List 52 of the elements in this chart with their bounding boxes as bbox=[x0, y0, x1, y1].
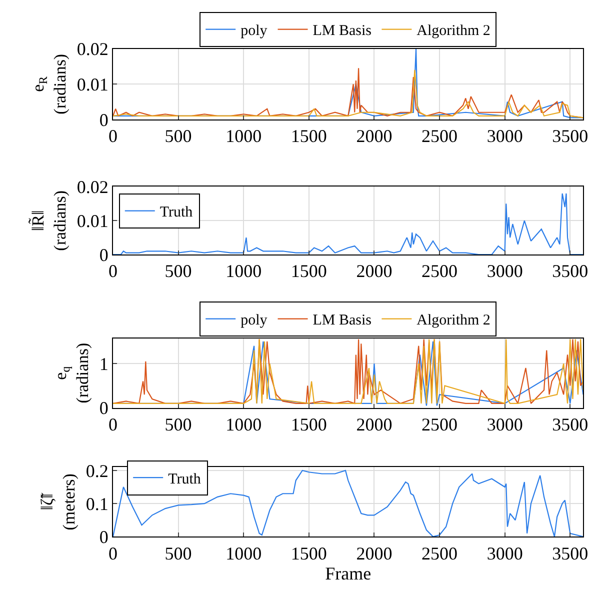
x-tick-label: 3000 bbox=[486, 126, 523, 146]
x-tick-label: 2000 bbox=[356, 261, 392, 282]
x-tick-label: 2500 bbox=[422, 261, 458, 282]
line-series bbox=[113, 192, 584, 255]
legend-label: Truth bbox=[168, 471, 202, 488]
legend-label: Algorithm 2 bbox=[416, 23, 490, 40]
x-tick-label: 3500 bbox=[552, 543, 588, 564]
y-tick-label: 0.01 bbox=[76, 210, 108, 231]
x-tick-label: 1000 bbox=[226, 414, 262, 434]
x-tick-label: 1000 bbox=[226, 261, 262, 282]
y-axis-title: ‖ζ̃‖ (meters) bbox=[37, 474, 78, 530]
x-tick-label: 500 bbox=[164, 543, 192, 564]
x-tick-label: 3000 bbox=[486, 543, 523, 564]
y-tick-label: 0.02 bbox=[76, 177, 108, 197]
x-tick-label: 1500 bbox=[290, 126, 327, 146]
y-tick-label: 0.1 bbox=[86, 494, 108, 514]
y-tick-label: 1 bbox=[99, 354, 108, 374]
x-tick-label: 3000 bbox=[486, 414, 523, 434]
x-tick-label: 1000 bbox=[226, 543, 262, 564]
legend-label: LM Basis bbox=[312, 23, 372, 40]
x-tick-label: 500 bbox=[164, 126, 192, 146]
x-tick-label: 2000 bbox=[356, 543, 392, 564]
legend-label: LM Basis bbox=[312, 312, 372, 329]
y-tick-label: 0.01 bbox=[76, 74, 108, 94]
x-axis-title: Frame bbox=[325, 563, 372, 584]
x-tick-label: 1500 bbox=[290, 543, 327, 564]
x-tick-label: 1500 bbox=[290, 414, 327, 434]
y-tick-label: 0.02 bbox=[76, 39, 108, 60]
x-tick-label: 500 bbox=[164, 261, 192, 282]
y-tick-label: 0.2 bbox=[86, 460, 108, 481]
y-tick-label: 0 bbox=[99, 398, 108, 418]
legend-label: Truth bbox=[160, 204, 194, 221]
x-tick-label: 2000 bbox=[356, 126, 392, 146]
y-tick-label: 0 bbox=[99, 526, 108, 547]
x-tick-label: 2500 bbox=[422, 126, 458, 146]
x-tick-label: 2000 bbox=[356, 414, 392, 434]
x-tick-label: 3000 bbox=[486, 261, 523, 282]
x-tick-label: 1500 bbox=[290, 261, 327, 282]
y-tick-label: 0 bbox=[99, 244, 108, 265]
x-tick-label: 3500 bbox=[552, 126, 588, 146]
x-tick-label: 2500 bbox=[422, 543, 458, 564]
x-tick-label: 3500 bbox=[552, 261, 588, 282]
y-axis-title: ‖R̃‖ (radians) bbox=[28, 190, 70, 251]
x-tick-label: 1000 bbox=[226, 126, 262, 146]
y-tick-label: 0 bbox=[99, 110, 108, 130]
legend-label: poly bbox=[240, 312, 268, 329]
x-tick-label: 2500 bbox=[422, 414, 458, 434]
legend-label: Algorithm 2 bbox=[416, 312, 490, 329]
x-tick-label: 500 bbox=[164, 414, 192, 434]
line-series bbox=[113, 470, 584, 537]
legend-label: poly bbox=[240, 23, 268, 40]
x-tick-label: 3500 bbox=[552, 414, 588, 434]
